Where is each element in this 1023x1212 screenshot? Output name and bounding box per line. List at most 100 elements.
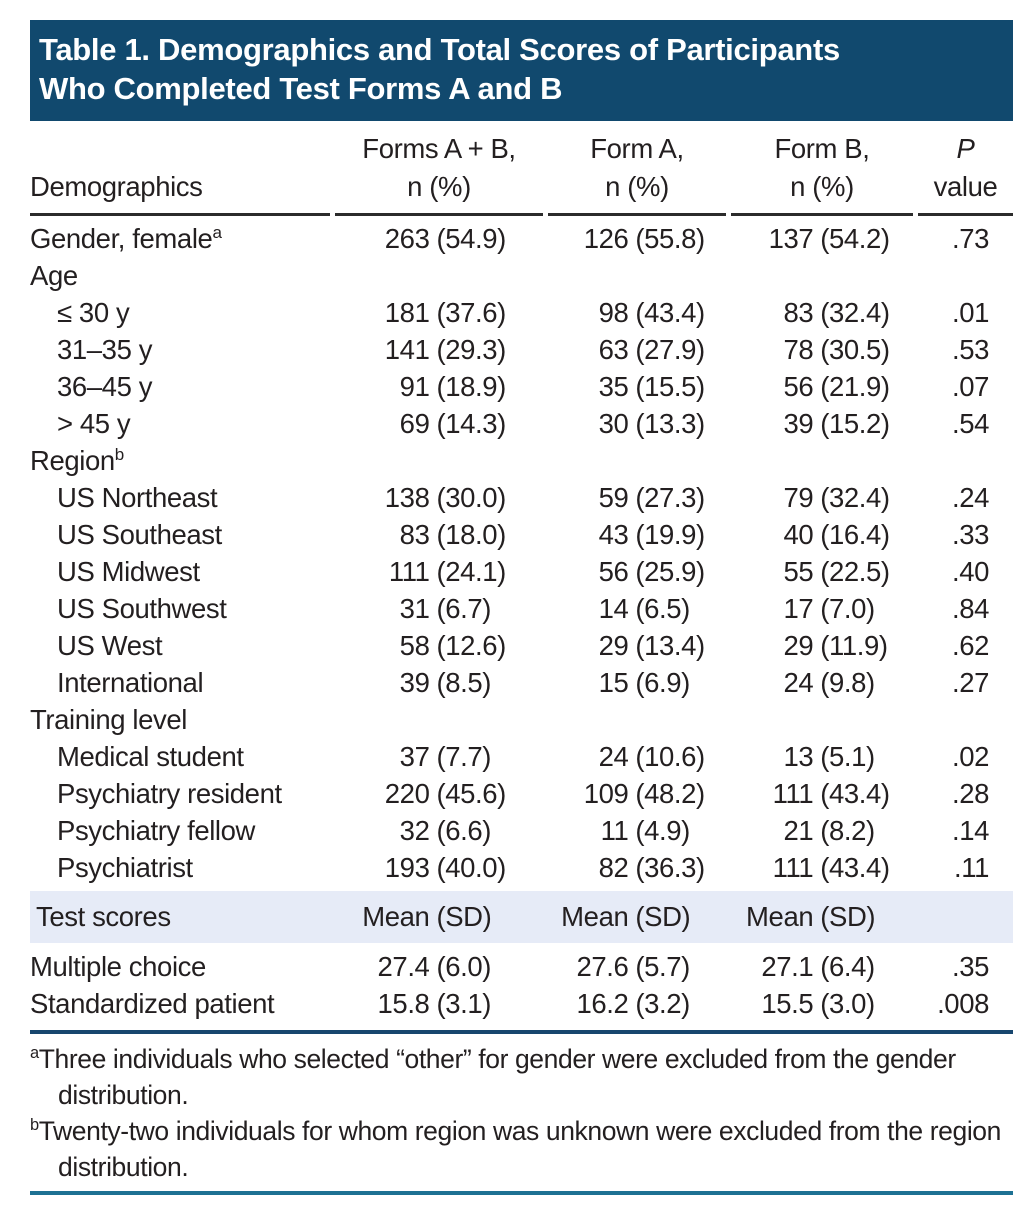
cell-p-value (918, 257, 1013, 294)
value-count: 126 (583, 223, 629, 254)
cell-p-value: .27 (951, 667, 989, 698)
value-percent: (36.3) (635, 852, 705, 883)
cell-value: 91 (18.9) (335, 368, 543, 405)
column-header-row: Demographics Forms A + B, n (%) Form A, … (30, 130, 1013, 216)
cell-value: 109 (48.2) (548, 775, 726, 812)
cell-p-value: .35 (951, 951, 989, 982)
cell-value: 15.8 (3.1) (335, 985, 543, 1022)
cell-value: 17 (7.0) (731, 590, 913, 627)
value-percent: (30.5) (820, 334, 890, 365)
value-count: 56 (598, 556, 629, 587)
value-percent: (43.4) (820, 852, 890, 883)
divider-teal (30, 1191, 1013, 1195)
table-title-line2: Who Completed Test Forms A and B (39, 71, 563, 106)
value-count: 13 (783, 741, 814, 772)
value-percent: (3.2) (635, 988, 690, 1019)
cell-p-value: .54 (951, 408, 989, 439)
value-percent: (43.4) (635, 297, 705, 328)
value-percent: (6.0) (436, 951, 492, 982)
footnote-marker: b (114, 444, 124, 464)
column-header-line2: value (933, 171, 998, 202)
cell-value: 35 (15.5) (548, 368, 726, 405)
row-label: 31–35 y (57, 334, 153, 365)
value-percent: (8.5) (436, 667, 492, 698)
value-percent: (14.3) (436, 408, 506, 439)
value-count: 21 (783, 815, 814, 846)
value-percent: (SD) (820, 901, 876, 932)
row-label: ≤ 30 y (57, 297, 130, 328)
value-percent: (27.9) (635, 334, 705, 365)
row-label: Psychiatry resident (57, 778, 282, 809)
cell-value: 111 (43.4) (731, 775, 913, 812)
cell-value: 39 (8.5) (335, 664, 543, 701)
table-row: US Southeast 83 (18.0) 43 (19.9) 40 (16.4) .33 (30, 516, 1013, 553)
row-label: US Southwest (57, 593, 227, 624)
row-label: US Midwest (57, 556, 200, 587)
cell-value: 82 (36.3) (548, 849, 726, 886)
cell-p-value (918, 898, 1013, 935)
row-label: Standardized patient (30, 988, 275, 1019)
value-percent: (54.2) (820, 223, 890, 254)
cell-value (335, 257, 543, 294)
value-count: 220 (384, 778, 430, 809)
value-percent: (48.2) (635, 778, 705, 809)
value-count: Mean (561, 901, 629, 932)
cell-value: 98 (43.4) (548, 294, 726, 331)
value-count: 15 (598, 667, 629, 698)
table-title-line1: Table 1. Demographics and Total Scores o… (39, 32, 840, 67)
value-count: 40 (783, 519, 814, 550)
value-count: 83 (399, 519, 430, 550)
cell-value: 58 (12.6) (335, 627, 543, 664)
cell-value: 13 (5.1) (731, 738, 913, 775)
row-label: Regionb (30, 444, 124, 476)
cell-p-value: .28 (951, 778, 989, 809)
value-count: 181 (384, 297, 430, 328)
value-percent: (10.6) (635, 741, 705, 772)
column-header-line1: P (956, 133, 975, 164)
cell-value: 37 (7.7) (335, 738, 543, 775)
cell-value: 21 (8.2) (731, 812, 913, 849)
value-count: 55 (783, 556, 814, 587)
column-header-demographics: Demographics (30, 168, 330, 216)
value-count: 193 (384, 852, 430, 883)
cell-value: Mean (SD) (731, 898, 913, 935)
value-count: 39 (399, 667, 430, 698)
cell-value: 43 (19.9) (548, 516, 726, 553)
value-percent: (8.2) (820, 815, 875, 846)
value-count: 16.2 (576, 988, 629, 1019)
value-count: 63 (598, 334, 629, 365)
value-count: 29 (598, 630, 629, 661)
value-percent: (5.7) (635, 951, 690, 982)
row-label: Gender, femalea (30, 222, 222, 254)
column-header-line2: n (%) (407, 171, 471, 202)
cell-value: 29 (11.9) (731, 627, 913, 664)
cell-p-value (918, 442, 1013, 479)
cell-p-value: .11 (954, 852, 989, 883)
value-percent: (43.4) (820, 778, 890, 809)
value-count: Mean (362, 901, 430, 932)
column-header-form-a: Form A, n (%) (548, 130, 726, 216)
value-percent: (4.9) (635, 815, 690, 846)
cell-p-value: .53 (951, 334, 989, 365)
value-count: 91 (399, 371, 430, 402)
cell-p-value: .02 (951, 741, 989, 772)
footnotes: aThree individuals who selected “other” … (30, 1041, 1013, 1185)
row-label: International (57, 667, 204, 698)
value-count: 14 (598, 593, 629, 624)
value-count: 15.8 (377, 988, 430, 1019)
value-percent: (6.6) (436, 815, 492, 846)
cell-value (731, 442, 913, 479)
column-header-line1: Form B, (774, 133, 870, 164)
cell-value: 63 (27.9) (548, 331, 726, 368)
value-count: Mean (746, 901, 814, 932)
cell-value (548, 442, 726, 479)
value-count: 15.5 (761, 988, 814, 1019)
cell-value: 14 (6.5) (548, 590, 726, 627)
cell-value: 55 (22.5) (731, 553, 913, 590)
cell-p-value: .01 (951, 297, 989, 328)
value-count: 79 (783, 482, 814, 513)
cell-value: 141 (29.3) (335, 331, 543, 368)
footnote: aThree individuals who selected “other” … (30, 1044, 956, 1110)
cell-value: 69 (14.3) (335, 405, 543, 442)
cell-value: 39 (15.2) (731, 405, 913, 442)
